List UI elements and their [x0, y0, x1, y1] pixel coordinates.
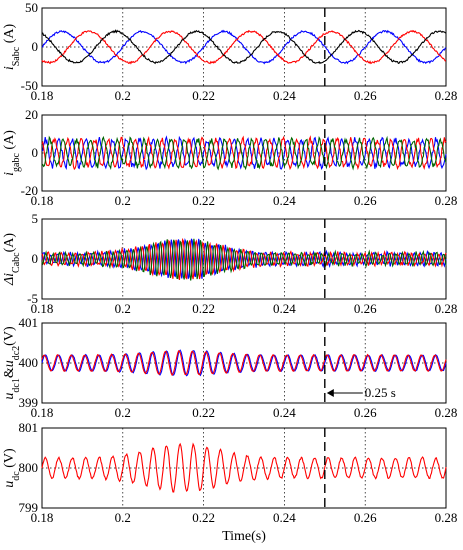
x-tick-label: 0.26	[354, 88, 377, 103]
y-tick-label: -50	[21, 78, 38, 93]
x-tick-label: 0.28	[435, 301, 458, 316]
y-axis-label: udc (V)	[2, 448, 22, 488]
x-tick-label: 0.26	[354, 301, 377, 316]
x-tick-label: 0.18	[31, 193, 54, 208]
y-tick-label: 400	[19, 355, 39, 370]
y-tick-label: 0	[32, 251, 39, 266]
x-axis-label: Time(s)	[222, 529, 266, 544]
series-line-1	[41, 442, 447, 493]
y-tick-label: 0	[32, 145, 39, 160]
series-line-1	[41, 349, 447, 377]
series-line-3	[41, 238, 447, 281]
x-tick-label: 0.24	[273, 193, 296, 208]
x-tick-label: 0.24	[273, 510, 296, 525]
y-axis-label: igabc (A)	[2, 130, 22, 176]
y-tick-label: -5	[27, 291, 38, 306]
x-tick-label: 0.2	[115, 510, 131, 525]
x-tick-label: 0.24	[273, 405, 296, 420]
series-line-3	[41, 29, 447, 65]
panel-5: 0.18 0.2 0.22 0.24 0.26 0.28 799 800 801 udc (V) T…	[2, 420, 457, 544]
y-tick-label: -20	[21, 183, 38, 198]
y-tick-label: 801	[19, 420, 39, 435]
y-axis-label: udc1&udc2(V)	[2, 326, 22, 400]
x-tick-label: 0.22	[192, 88, 215, 103]
annotation-arrow-head	[326, 389, 334, 397]
panel-3: 0.18 0.2 0.22 0.24 0.26 0.28 -5 0 5 ΔiCabc(A)	[2, 211, 457, 316]
series-line-1	[41, 29, 447, 65]
x-tick-label: 0.28	[435, 88, 458, 103]
x-tick-label: 0.2	[115, 88, 131, 103]
x-tick-label: 0.2	[115, 405, 131, 420]
y-tick-label: 0	[32, 39, 39, 54]
y-tick-label: 399	[19, 395, 39, 410]
series-line-2	[41, 29, 447, 65]
series-line-1	[41, 238, 447, 279]
x-tick-label: 0.22	[192, 510, 215, 525]
y-tick-label: 800	[19, 460, 39, 475]
x-tick-label: 0.18	[31, 301, 54, 316]
x-tick-label: 0.28	[435, 193, 458, 208]
series-line-2	[41, 350, 447, 376]
x-tick-label: 0.22	[192, 193, 215, 208]
y-tick-label: 20	[25, 107, 38, 122]
x-tick-label: 0.22	[192, 405, 215, 420]
x-tick-label: 0.28	[435, 510, 458, 525]
y-axis-label: ΔiCabc(A)	[2, 233, 22, 286]
x-tick-label: 0.26	[354, 510, 377, 525]
y-tick-label: 50	[25, 0, 38, 15]
annotation-label: 0.25 s	[365, 385, 396, 400]
x-tick-label: 0.28	[435, 405, 458, 420]
y-axis-label: iSabc (A)	[2, 24, 22, 71]
x-tick-label: 0.22	[192, 301, 215, 316]
x-tick-label: 0.24	[273, 301, 296, 316]
x-tick-label: 0.18	[31, 88, 54, 103]
series-line-2	[41, 135, 447, 171]
x-tick-label: 0.24	[273, 88, 296, 103]
y-tick-label: 5	[32, 211, 39, 226]
x-tick-label: 0.2	[115, 193, 131, 208]
x-tick-label: 0.26	[354, 193, 377, 208]
x-tick-label: 0.2	[115, 301, 131, 316]
x-tick-label: 0.26	[354, 405, 377, 420]
series-line-2	[41, 237, 447, 281]
series-line-3	[41, 135, 447, 171]
y-tick-label: 401	[19, 315, 39, 330]
x-tick-label: 0.18	[31, 405, 54, 420]
series-line-1	[41, 135, 447, 171]
panel-4: 0.18 0.2 0.22 0.24 0.26 0.28 399 400 401udc1&udc…	[2, 315, 457, 420]
y-tick-label: 799	[19, 500, 39, 515]
time-annotation: 0.25 s	[326, 385, 396, 400]
x-tick-label: 0.18	[31, 510, 54, 525]
